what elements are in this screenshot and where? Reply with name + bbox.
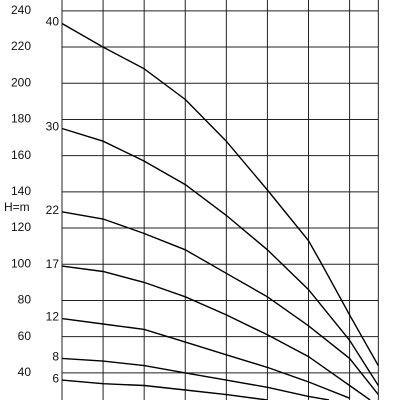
- y-tick-label: 100: [11, 256, 31, 270]
- curve: [61, 379, 268, 400]
- y-tick-label: 60: [18, 329, 32, 343]
- y-tick-label: 40: [18, 365, 32, 379]
- curve: [61, 211, 379, 396]
- y-tick-label: 140: [11, 184, 31, 198]
- y-tick-label: 240: [11, 3, 31, 17]
- curve: [61, 22, 379, 366]
- curve-label: 6: [52, 371, 59, 385]
- curve-label: 40: [46, 15, 60, 29]
- y-tick-label: 80: [18, 293, 32, 307]
- y-axis-label: H=m: [4, 200, 30, 214]
- y-tick-label: 120: [11, 220, 31, 234]
- curve: [61, 317, 350, 399]
- y-tick-label: 160: [11, 148, 31, 162]
- y-tick-label: 220: [11, 39, 31, 53]
- curve: [61, 127, 379, 386]
- curve-label: 12: [46, 310, 60, 324]
- curve-label: 17: [46, 257, 60, 271]
- curve: [61, 265, 371, 400]
- curve-label: 22: [46, 203, 60, 217]
- curve: [61, 357, 330, 400]
- y-tick-label: 200: [11, 75, 31, 89]
- curve-label: 30: [46, 120, 60, 134]
- y-tick-label: 180: [11, 112, 31, 126]
- curve-label: 8: [52, 350, 59, 364]
